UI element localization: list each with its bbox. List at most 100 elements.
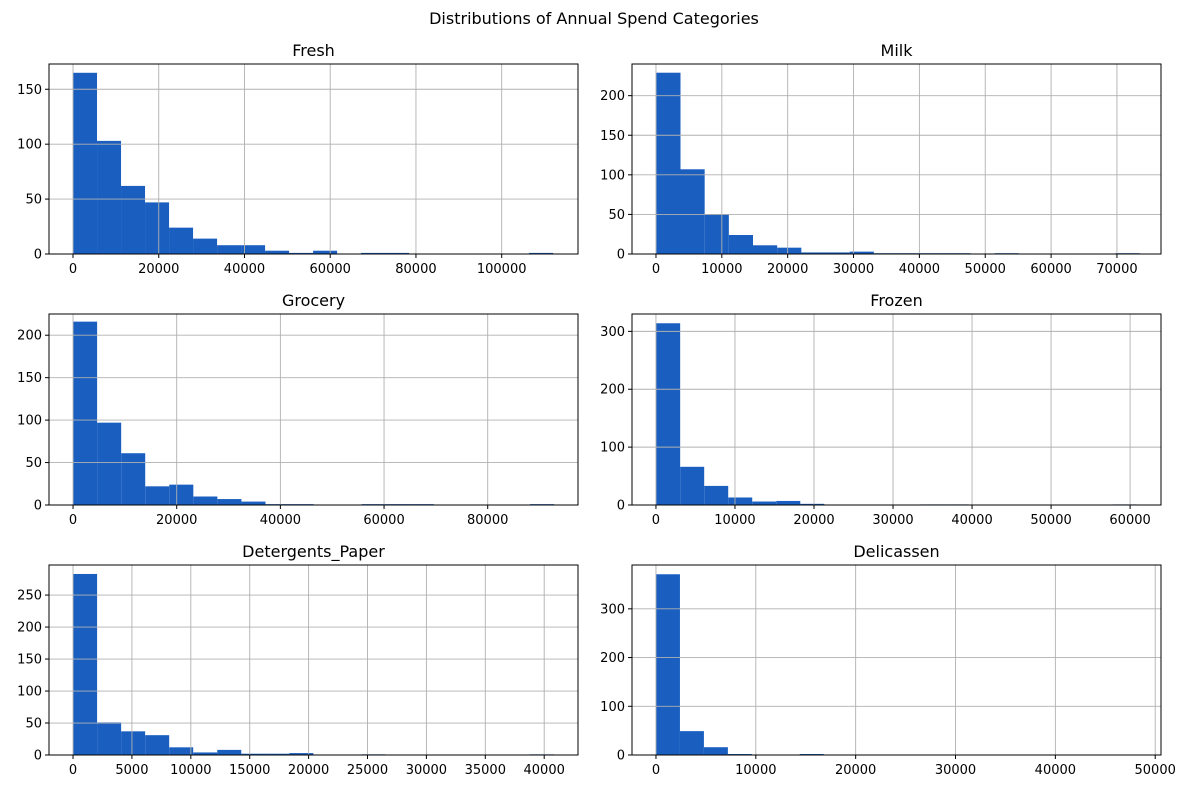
bar-grocery-4	[169, 484, 194, 505]
bar-frozen-4	[752, 501, 777, 505]
bar-detergents-paper-7	[241, 753, 266, 755]
ytick-label-frozen-1: 100	[600, 441, 625, 456]
ytick-label-detergents-paper-1: 50	[25, 717, 42, 732]
xtick-label-fresh-5: 100000	[477, 262, 527, 277]
xtick-label-fresh-3: 60000	[310, 262, 351, 277]
bar-grocery-1	[97, 422, 122, 505]
ytick-label-milk-0: 0	[617, 248, 625, 263]
xtick-label-detergents-paper-6: 30000	[406, 763, 447, 778]
ytick-label-milk-1: 50	[608, 208, 625, 223]
xtick-label-delicassen-2: 20000	[835, 763, 876, 778]
bar-delicassen-2	[703, 747, 728, 755]
axes-frame-grocery	[48, 313, 579, 506]
bar-grocery-2	[121, 453, 146, 505]
ytick-label-detergents-paper-2: 100	[17, 685, 42, 700]
xtick-label-detergents-paper-1: 5000	[115, 763, 148, 778]
xtick-label-fresh-1: 20000	[138, 262, 179, 277]
ytick-label-detergents-paper-3: 150	[17, 653, 42, 668]
ytick-label-fresh-2: 100	[17, 138, 42, 153]
bar-milk-5	[777, 247, 802, 254]
xtick-label-frozen-6: 60000	[1109, 513, 1150, 528]
bar-fresh-9	[289, 252, 314, 254]
bar-fresh-8	[265, 250, 290, 254]
ytick-label-milk-2: 100	[600, 168, 625, 183]
panel-frozen: 0 10000 20000 30000 40000 50000 60000 0 100 200 30…	[600, 291, 1162, 528]
bar-fresh-10	[313, 250, 338, 254]
xtick-label-milk-2: 20000	[767, 262, 808, 277]
xtick-label-detergents-paper-2: 10000	[170, 763, 211, 778]
xtick-label-detergents-paper-5: 25000	[347, 763, 388, 778]
bar-fresh-7	[241, 245, 266, 254]
bar-frozen-2	[704, 485, 729, 505]
xtick-label-milk-3: 30000	[833, 262, 874, 277]
bar-delicassen-1	[679, 731, 704, 755]
bar-fresh-4	[169, 227, 194, 254]
ytick-label-grocery-2: 100	[17, 414, 42, 429]
ytick-label-frozen-0: 0	[617, 499, 625, 514]
ytick-label-detergents-paper-4: 200	[17, 621, 42, 636]
xtick-label-frozen-5: 50000	[1030, 513, 1071, 528]
ytick-label-fresh-3: 150	[17, 83, 42, 98]
axes-frame-delicassen	[631, 564, 1162, 756]
bar-grocery-5	[193, 496, 218, 505]
bar-fresh-1	[97, 140, 122, 254]
panel-fresh: 0 20000 40000 60000 80000 100000 0 50 100 150 Fres…	[17, 41, 579, 277]
panel-title-milk: Milk	[881, 41, 914, 60]
bar-fresh-3	[145, 202, 170, 254]
xtick-label-grocery-3: 60000	[363, 513, 404, 528]
panel-title-grocery: Grocery	[282, 291, 345, 310]
bar-grocery-0	[73, 321, 98, 505]
bar-milk-6	[801, 252, 826, 254]
bar-fresh-19	[529, 252, 554, 254]
ytick-label-grocery-1: 50	[25, 456, 42, 471]
xtick-label-frozen-4: 40000	[951, 513, 992, 528]
bar-fresh-0	[73, 72, 98, 254]
xtick-label-delicassen-4: 40000	[1035, 763, 1076, 778]
xtick-label-frozen-0: 0	[652, 513, 660, 528]
bar-milk-8	[849, 251, 874, 255]
panel-milk: 0 10000 20000 30000 40000 50000 60000 70000 0 50 1…	[600, 41, 1162, 277]
xtick-label-delicassen-5: 50000	[1135, 763, 1176, 778]
bar-frozen-6	[800, 503, 825, 505]
ytick-label-detergents-paper-0: 0	[34, 749, 42, 764]
xtick-label-delicassen-0: 0	[652, 763, 660, 778]
bar-milk-4	[753, 245, 778, 254]
xtick-label-frozen-3: 30000	[872, 513, 913, 528]
axes-frame-fresh	[48, 63, 579, 255]
figure-title: Distributions of Annual Spend Categories	[429, 9, 759, 28]
xtick-label-milk-1: 10000	[701, 262, 742, 277]
bar-detergents-paper-1	[97, 722, 122, 755]
ytick-label-milk-3: 150	[600, 129, 625, 144]
xtick-label-detergents-paper-7: 35000	[465, 763, 506, 778]
xtick-label-milk-5: 50000	[965, 262, 1006, 277]
xtick-label-grocery-0: 0	[69, 513, 77, 528]
bar-fresh-5	[193, 238, 218, 254]
panel-title-frozen: Frozen	[870, 291, 922, 310]
panel-detergents-paper: 0 5000 10000 15000 20000 25000 30000 35000 40000…	[17, 542, 579, 778]
ytick-label-fresh-1: 50	[25, 193, 42, 208]
bar-milk-1	[680, 169, 705, 254]
bar-detergents-paper-9	[289, 753, 314, 755]
xtick-label-detergents-paper-8: 40000	[524, 763, 565, 778]
ytick-label-grocery-4: 200	[17, 329, 42, 344]
ytick-label-delicassen-2: 200	[600, 651, 625, 666]
bar-frozen-1	[680, 466, 705, 505]
xtick-label-detergents-paper-4: 20000	[288, 763, 329, 778]
xtick-label-grocery-1: 20000	[156, 513, 197, 528]
axes-frame-frozen	[631, 313, 1162, 506]
bar-milk-3	[728, 235, 754, 254]
bar-detergents-paper-0	[73, 573, 98, 755]
bar-grocery-6	[217, 499, 242, 505]
bar-frozen-5	[776, 500, 801, 505]
axes-frame-detergents-paper	[48, 564, 579, 756]
bar-frozen-3	[728, 497, 753, 505]
xtick-label-milk-0: 0	[652, 262, 660, 277]
panels: 0 20000 40000 60000 80000 100000050100150Fres…	[17, 41, 1176, 778]
xtick-label-milk-4: 40000	[899, 262, 940, 277]
panel-title-detergents-paper: Detergents_Paper	[242, 542, 385, 562]
xtick-label-fresh-2: 40000	[224, 262, 265, 277]
xtick-label-frozen-2: 20000	[793, 513, 834, 528]
bar-milk-0	[656, 72, 681, 255]
bar-fresh-6	[217, 245, 242, 254]
xtick-label-milk-6: 60000	[1030, 262, 1071, 277]
